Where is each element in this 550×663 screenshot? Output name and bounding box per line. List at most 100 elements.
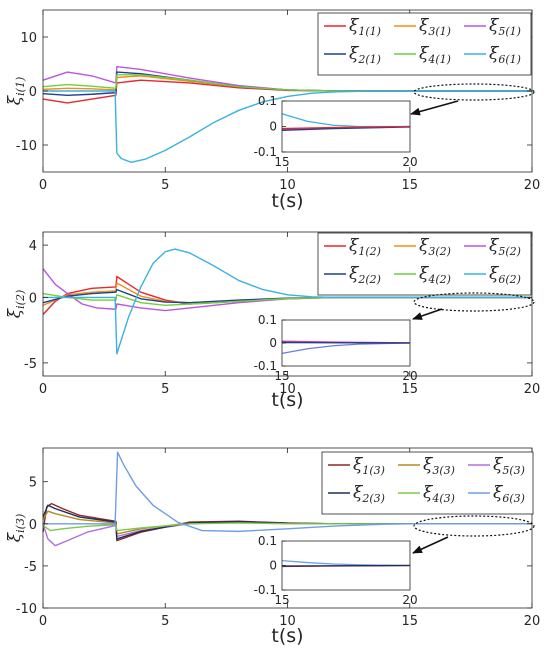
x-tick-label: 5	[161, 178, 169, 193]
legend-entry-3: ξ5(1)	[489, 16, 521, 38]
legend-symbol: ξ	[353, 483, 364, 503]
legend-symbol: ξ	[493, 455, 504, 475]
y-axis-label-symbol: ξ	[5, 307, 25, 318]
legend-entry-5: ξ4(3)	[423, 483, 455, 505]
legend-entry-2: ξ3(1)	[419, 16, 451, 38]
y-tick-label: 5	[29, 476, 37, 491]
legend: ξ1(3) ξ3(3) ξ5(3)ξ2(3) ξ4(3) ξ6(3)	[321, 451, 534, 515]
y-tick-label: -5	[24, 560, 37, 575]
legend-entry-2: ξ3(3)	[423, 455, 455, 477]
legend-symbol: ξ	[489, 16, 500, 36]
y-axis-label-symbol: ξ	[5, 531, 25, 542]
inset-x-tick-label: 20	[402, 369, 417, 383]
x-tick-label: 20	[524, 614, 541, 629]
series-line-1	[281, 342, 411, 354]
legend-entry-1: ξ1(2)	[349, 236, 381, 258]
legend-subscript: 4(1)	[427, 53, 451, 66]
legend-box	[317, 232, 532, 296]
legend-symbol: ξ	[349, 236, 360, 256]
legend-entry-1: ξ1(1)	[349, 16, 381, 38]
inset-y-tick-label: 0	[269, 559, 277, 573]
y-axis-label: ξi(2)	[5, 290, 27, 318]
legend-symbol: ξ	[493, 483, 504, 503]
inset-x-tick-label: 15	[274, 155, 289, 169]
y-tick-label: 10	[20, 31, 37, 46]
y-tick-label: -5	[24, 357, 37, 372]
x-tick-label: 0	[39, 382, 47, 397]
x-tick-label: 10	[279, 178, 296, 193]
y-tick-label: 0	[29, 291, 37, 306]
inset-x-tick-label: 15	[274, 593, 289, 607]
legend-subscript: 5(2)	[498, 245, 521, 258]
series-line-5	[42, 522, 532, 532]
legend-subscript: 5(1)	[498, 25, 521, 38]
inset-y-tick-label: 0.1	[258, 313, 277, 327]
legend-symbol: ξ	[419, 16, 430, 36]
legend-subscript: 1(2)	[358, 245, 381, 258]
series-line-5	[42, 292, 532, 307]
y-tick-label: 0	[29, 85, 37, 100]
legend-subscript: 4(3)	[431, 492, 455, 505]
zoom-arrow	[412, 536, 449, 554]
y-tick-label: -10	[16, 139, 37, 154]
x-tick-label: 15	[401, 614, 418, 629]
zoom-arrow	[410, 100, 459, 116]
y-axis-label: ξi(3)	[5, 514, 27, 542]
legend-subscript: 1(3)	[362, 464, 385, 477]
x-axis-label: t(s)	[271, 389, 303, 411]
legend-box	[321, 451, 534, 515]
legend-entry-2: ξ3(2)	[419, 236, 451, 258]
y-tick-label: -10	[16, 602, 37, 617]
legend-symbol: ξ	[349, 264, 360, 284]
y-axis-label: ξi(1)	[5, 77, 27, 105]
legend-symbol: ξ	[423, 455, 434, 475]
legend-box	[317, 12, 532, 76]
legend-entry-4: ξ2(3)	[353, 483, 385, 505]
legend-subscript: 5(3)	[502, 464, 525, 477]
legend-subscript: 4(2)	[427, 273, 451, 286]
legend-entry-6: ξ6(1)	[489, 44, 521, 66]
legend-entry-6: ξ6(2)	[489, 264, 521, 286]
zoom-highlight-ellipse	[413, 292, 535, 312]
legend-subscript: 2(3)	[361, 492, 385, 505]
legend-symbol: ξ	[349, 44, 360, 64]
inset-plot: 15 20 0.1 0 -0.1	[254, 94, 418, 169]
legend-entry-4: ξ2(2)	[349, 264, 381, 286]
legend-symbol: ξ	[419, 264, 430, 284]
series-group	[42, 248, 532, 355]
legend-subscript: 2(1)	[357, 53, 381, 66]
x-tick-label: 0	[39, 178, 47, 193]
legend-entry-1: ξ1(3)	[353, 455, 385, 477]
legend-entry-6: ξ6(3)	[493, 483, 525, 505]
x-tick-label: 10	[279, 614, 296, 629]
inset-y-tick-label: 0.1	[258, 534, 277, 548]
x-tick-label: 15	[401, 382, 418, 397]
legend-subscript: 6(1)	[498, 53, 521, 66]
x-axis-label: t(s)	[271, 190, 303, 212]
legend-symbol: ξ	[489, 236, 500, 256]
inset-y-tick-label: -0.1	[254, 583, 277, 597]
series-line-6	[43, 451, 532, 533]
inset-x-tick-label: 20	[402, 155, 417, 169]
inset-plot: 15 20 0.1 0 -0.1	[254, 534, 418, 607]
legend-entry-3: ξ5(2)	[489, 236, 521, 258]
inset-y-tick-label: 0.1	[258, 94, 277, 108]
y-axis-label-symbol: ξ	[5, 94, 25, 105]
legend-symbol: ξ	[349, 16, 360, 36]
legend-subscript: 1(1)	[358, 25, 381, 38]
x-tick-label: 10	[279, 382, 296, 397]
zoom-arrow	[412, 308, 443, 320]
series-line-3	[281, 126, 411, 131]
legend-subscript: 3(1)	[428, 25, 451, 38]
series-line-6	[43, 90, 532, 163]
x-tick-label: 5	[161, 614, 169, 629]
series-line-4	[281, 125, 411, 130]
inset-plot: 15 20 0.1 0 -0.1	[254, 313, 418, 383]
y-axis-label-subscript: i(2)	[14, 290, 27, 309]
series-group	[42, 451, 532, 547]
inset-x-tick-label: 15	[274, 369, 289, 383]
